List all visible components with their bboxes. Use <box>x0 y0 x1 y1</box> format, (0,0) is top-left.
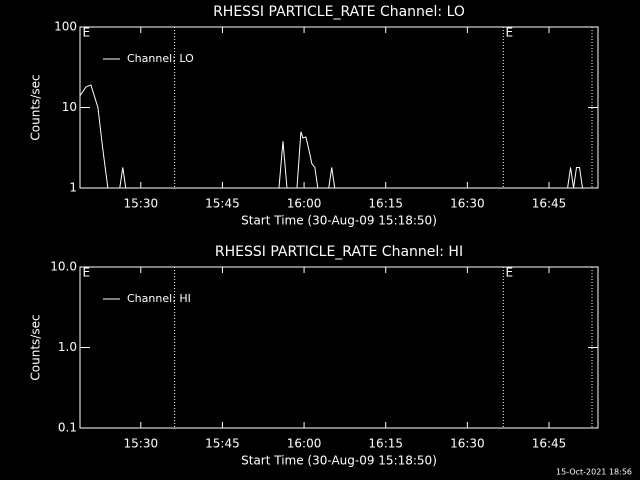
x-tick-label: 16:15 <box>368 437 403 451</box>
legend-label: Channel: LO <box>127 52 194 65</box>
legend-label: Channel: HI <box>127 292 191 305</box>
y-tick-label: 100 <box>54 20 77 34</box>
x-tick-label: 16:30 <box>450 437 485 451</box>
data-line <box>79 84 586 189</box>
x-axis-label: Start Time (30-Aug-09 15:18:50) <box>241 214 437 228</box>
y-axis-label: Counts/sec <box>29 74 43 140</box>
flag-label: E <box>83 26 91 40</box>
x-tick-label: 16:00 <box>287 437 322 451</box>
x-tick-label: 15:30 <box>124 197 159 211</box>
y-tick-label: 10 <box>62 100 77 114</box>
x-tick-label: 15:45 <box>205 197 240 211</box>
x-tick-label: 16:30 <box>450 197 485 211</box>
x-tick-label: 15:45 <box>205 437 240 451</box>
flag-label: E <box>83 266 91 280</box>
chart-title: RHESSI PARTICLE_RATE Channel: HI <box>215 244 463 260</box>
flag-label: E <box>505 26 513 40</box>
flag-label: E <box>505 266 513 280</box>
y-tick-label: 0.1 <box>58 421 77 435</box>
y-axis-label: Counts/sec <box>29 314 43 380</box>
x-tick-label: 15:30 <box>124 437 159 451</box>
y-tick-label: 1 <box>69 181 77 195</box>
footer-date: 15-Oct-2021 18:56 <box>556 468 632 477</box>
y-tick-label: 10.0 <box>50 260 77 274</box>
x-tick-label: 16:15 <box>368 197 403 211</box>
x-axis-label: Start Time (30-Aug-09 15:18:50) <box>241 454 437 468</box>
x-tick-label: 16:45 <box>532 437 567 451</box>
y-tick-label: 1.0 <box>58 340 77 354</box>
x-tick-label: 16:45 <box>532 197 567 211</box>
x-tick-label: 16:00 <box>287 197 322 211</box>
chart-title: RHESSI PARTICLE_RATE Channel: LO <box>213 4 465 20</box>
